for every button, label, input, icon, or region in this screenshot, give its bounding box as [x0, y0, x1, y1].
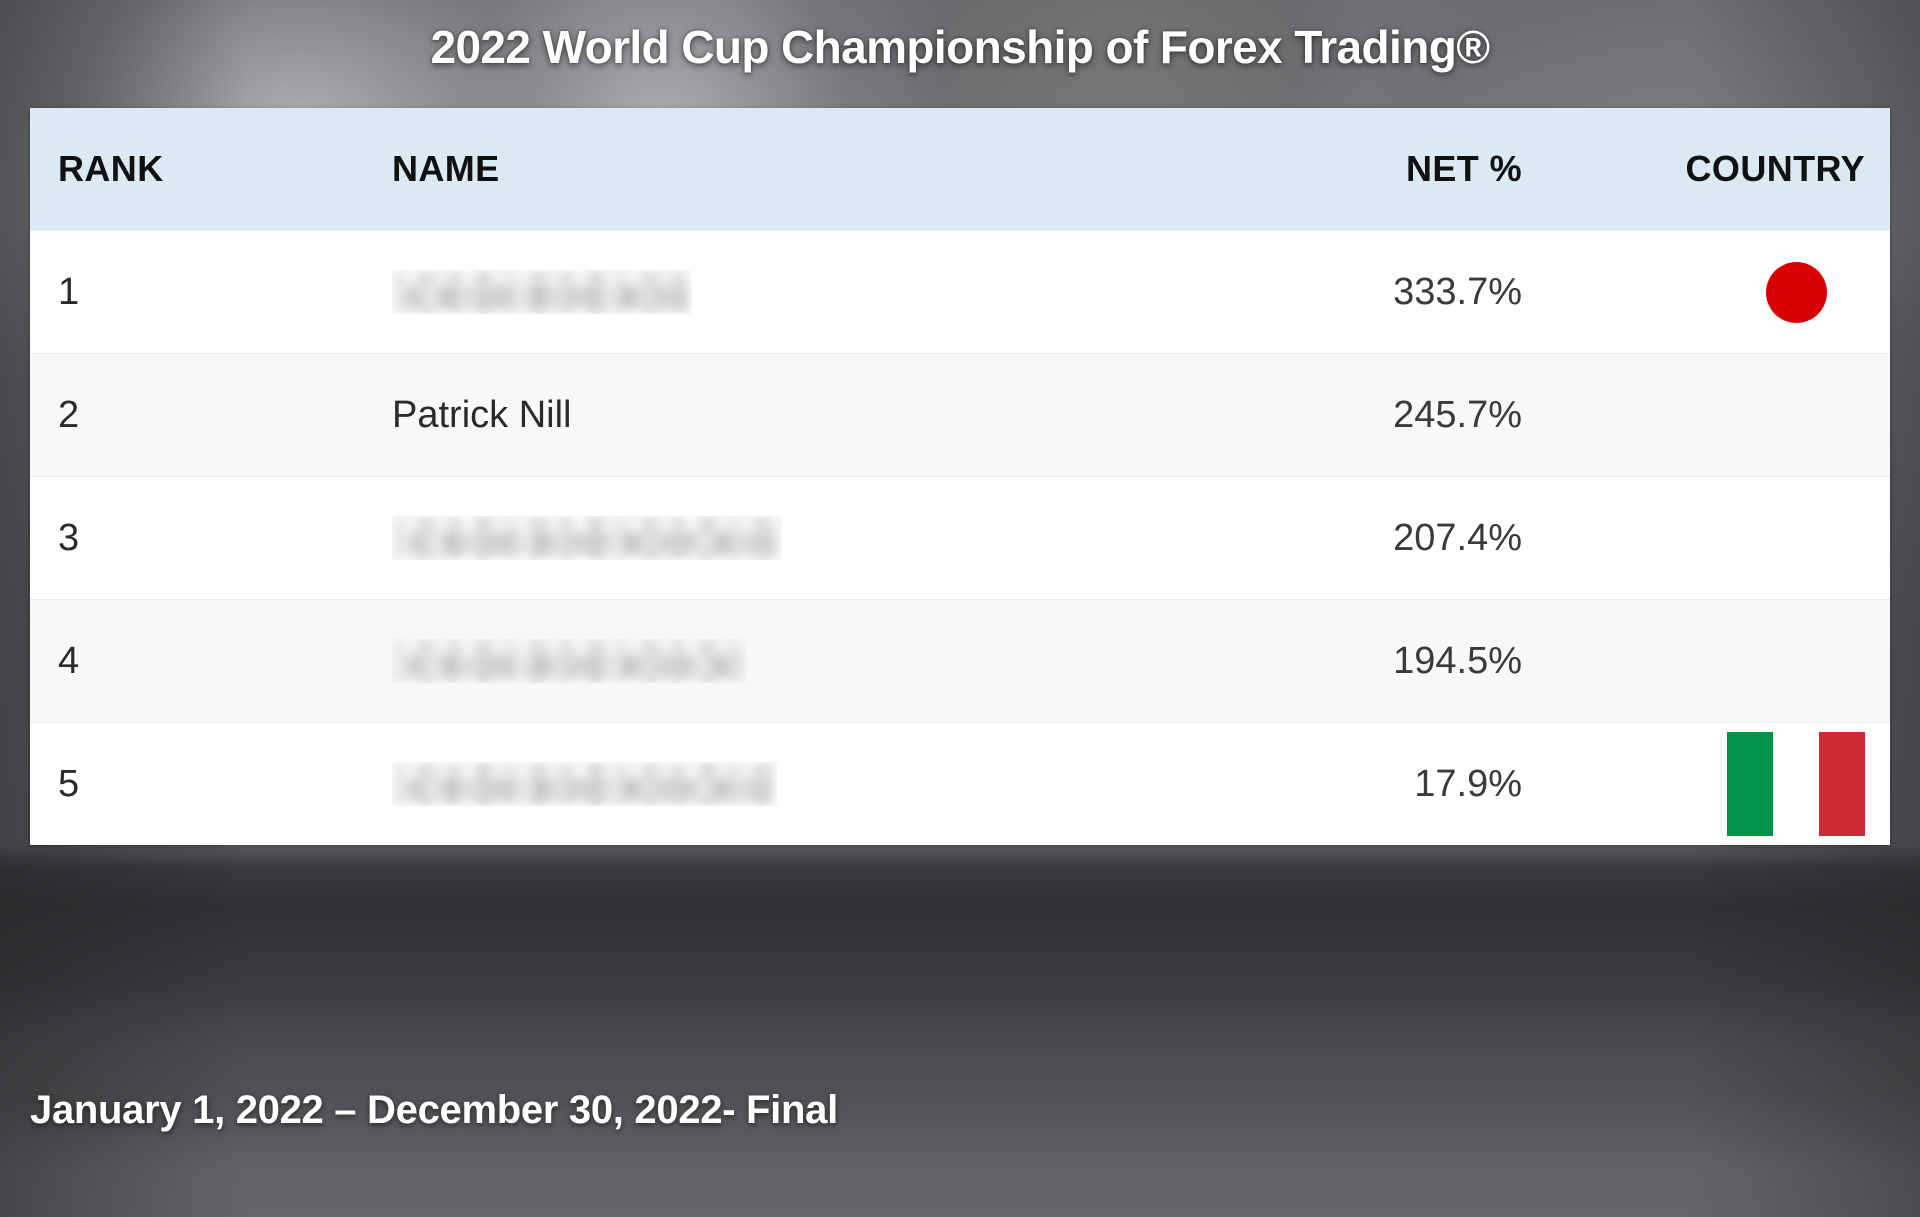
column-header-country: COUNTRY	[1585, 108, 1890, 231]
table-header: RANK NAME NET % COUNTRY	[30, 108, 1890, 231]
date-range-caption: January 1, 2022 – December 30, 2022- Fin…	[30, 1088, 838, 1132]
redacted-name-blur	[392, 639, 747, 683]
cell-country	[1585, 230, 1890, 354]
flag-germany-icon	[1727, 609, 1865, 713]
table-row: 1 333.7%	[30, 230, 1890, 354]
cell-name	[375, 722, 1240, 845]
table-row: 2 Patrick Nill 245.7%	[30, 353, 1890, 477]
cell-name: Patrick Nill	[375, 353, 1240, 477]
leaderboard-panel: RANK NAME NET % COUNTRY 1 333.7%	[30, 108, 1890, 845]
table-row: 4 194.5%	[30, 599, 1890, 723]
column-header-rank: RANK	[30, 108, 375, 231]
cell-country	[1585, 353, 1890, 477]
cell-net-percent: 194.5%	[1240, 599, 1585, 723]
cell-rank: 3	[30, 476, 375, 600]
cell-name	[375, 230, 1240, 354]
cell-country	[1585, 476, 1890, 600]
flag-japan-icon	[1727, 246, 1865, 338]
cell-name	[375, 599, 1240, 723]
table-body: 1 333.7% 2 Patrick Nill 245.7%	[30, 230, 1890, 845]
cell-net-percent: 245.7%	[1240, 353, 1585, 477]
cell-net-percent: 207.4%	[1240, 476, 1585, 600]
cell-rank: 1	[30, 230, 375, 354]
italy-band-red	[1818, 732, 1865, 836]
leaderboard-table: RANK NAME NET % COUNTRY 1 333.7%	[30, 108, 1890, 845]
italy-band-white	[1772, 732, 1819, 836]
cell-rank: 4	[30, 599, 375, 723]
redacted-name-blur	[392, 270, 692, 314]
redacted-name-blur	[392, 762, 777, 806]
cell-country	[1585, 599, 1890, 723]
page-title: 2022 World Cup Championship of Forex Tra…	[430, 21, 1490, 73]
flag-germany-icon	[1727, 363, 1865, 467]
flag-germany-icon	[1727, 486, 1865, 590]
cell-net-percent: 333.7%	[1240, 230, 1585, 354]
cell-country	[1585, 722, 1890, 845]
cell-rank: 5	[30, 722, 375, 845]
cell-name	[375, 476, 1240, 600]
table-header-row: RANK NAME NET % COUNTRY	[30, 108, 1890, 231]
italy-band-green	[1727, 732, 1773, 836]
column-header-net: NET %	[1240, 108, 1585, 231]
cell-net-percent: 17.9%	[1240, 722, 1585, 845]
flag-italy-icon	[1727, 732, 1865, 836]
japan-sun-disc	[1765, 261, 1827, 323]
table-row: 3 207.4%	[30, 476, 1890, 600]
table-row: 5 17.9%	[30, 722, 1890, 845]
redacted-name-blur	[392, 516, 782, 560]
column-header-name: NAME	[375, 108, 1240, 231]
cell-rank: 2	[30, 353, 375, 477]
